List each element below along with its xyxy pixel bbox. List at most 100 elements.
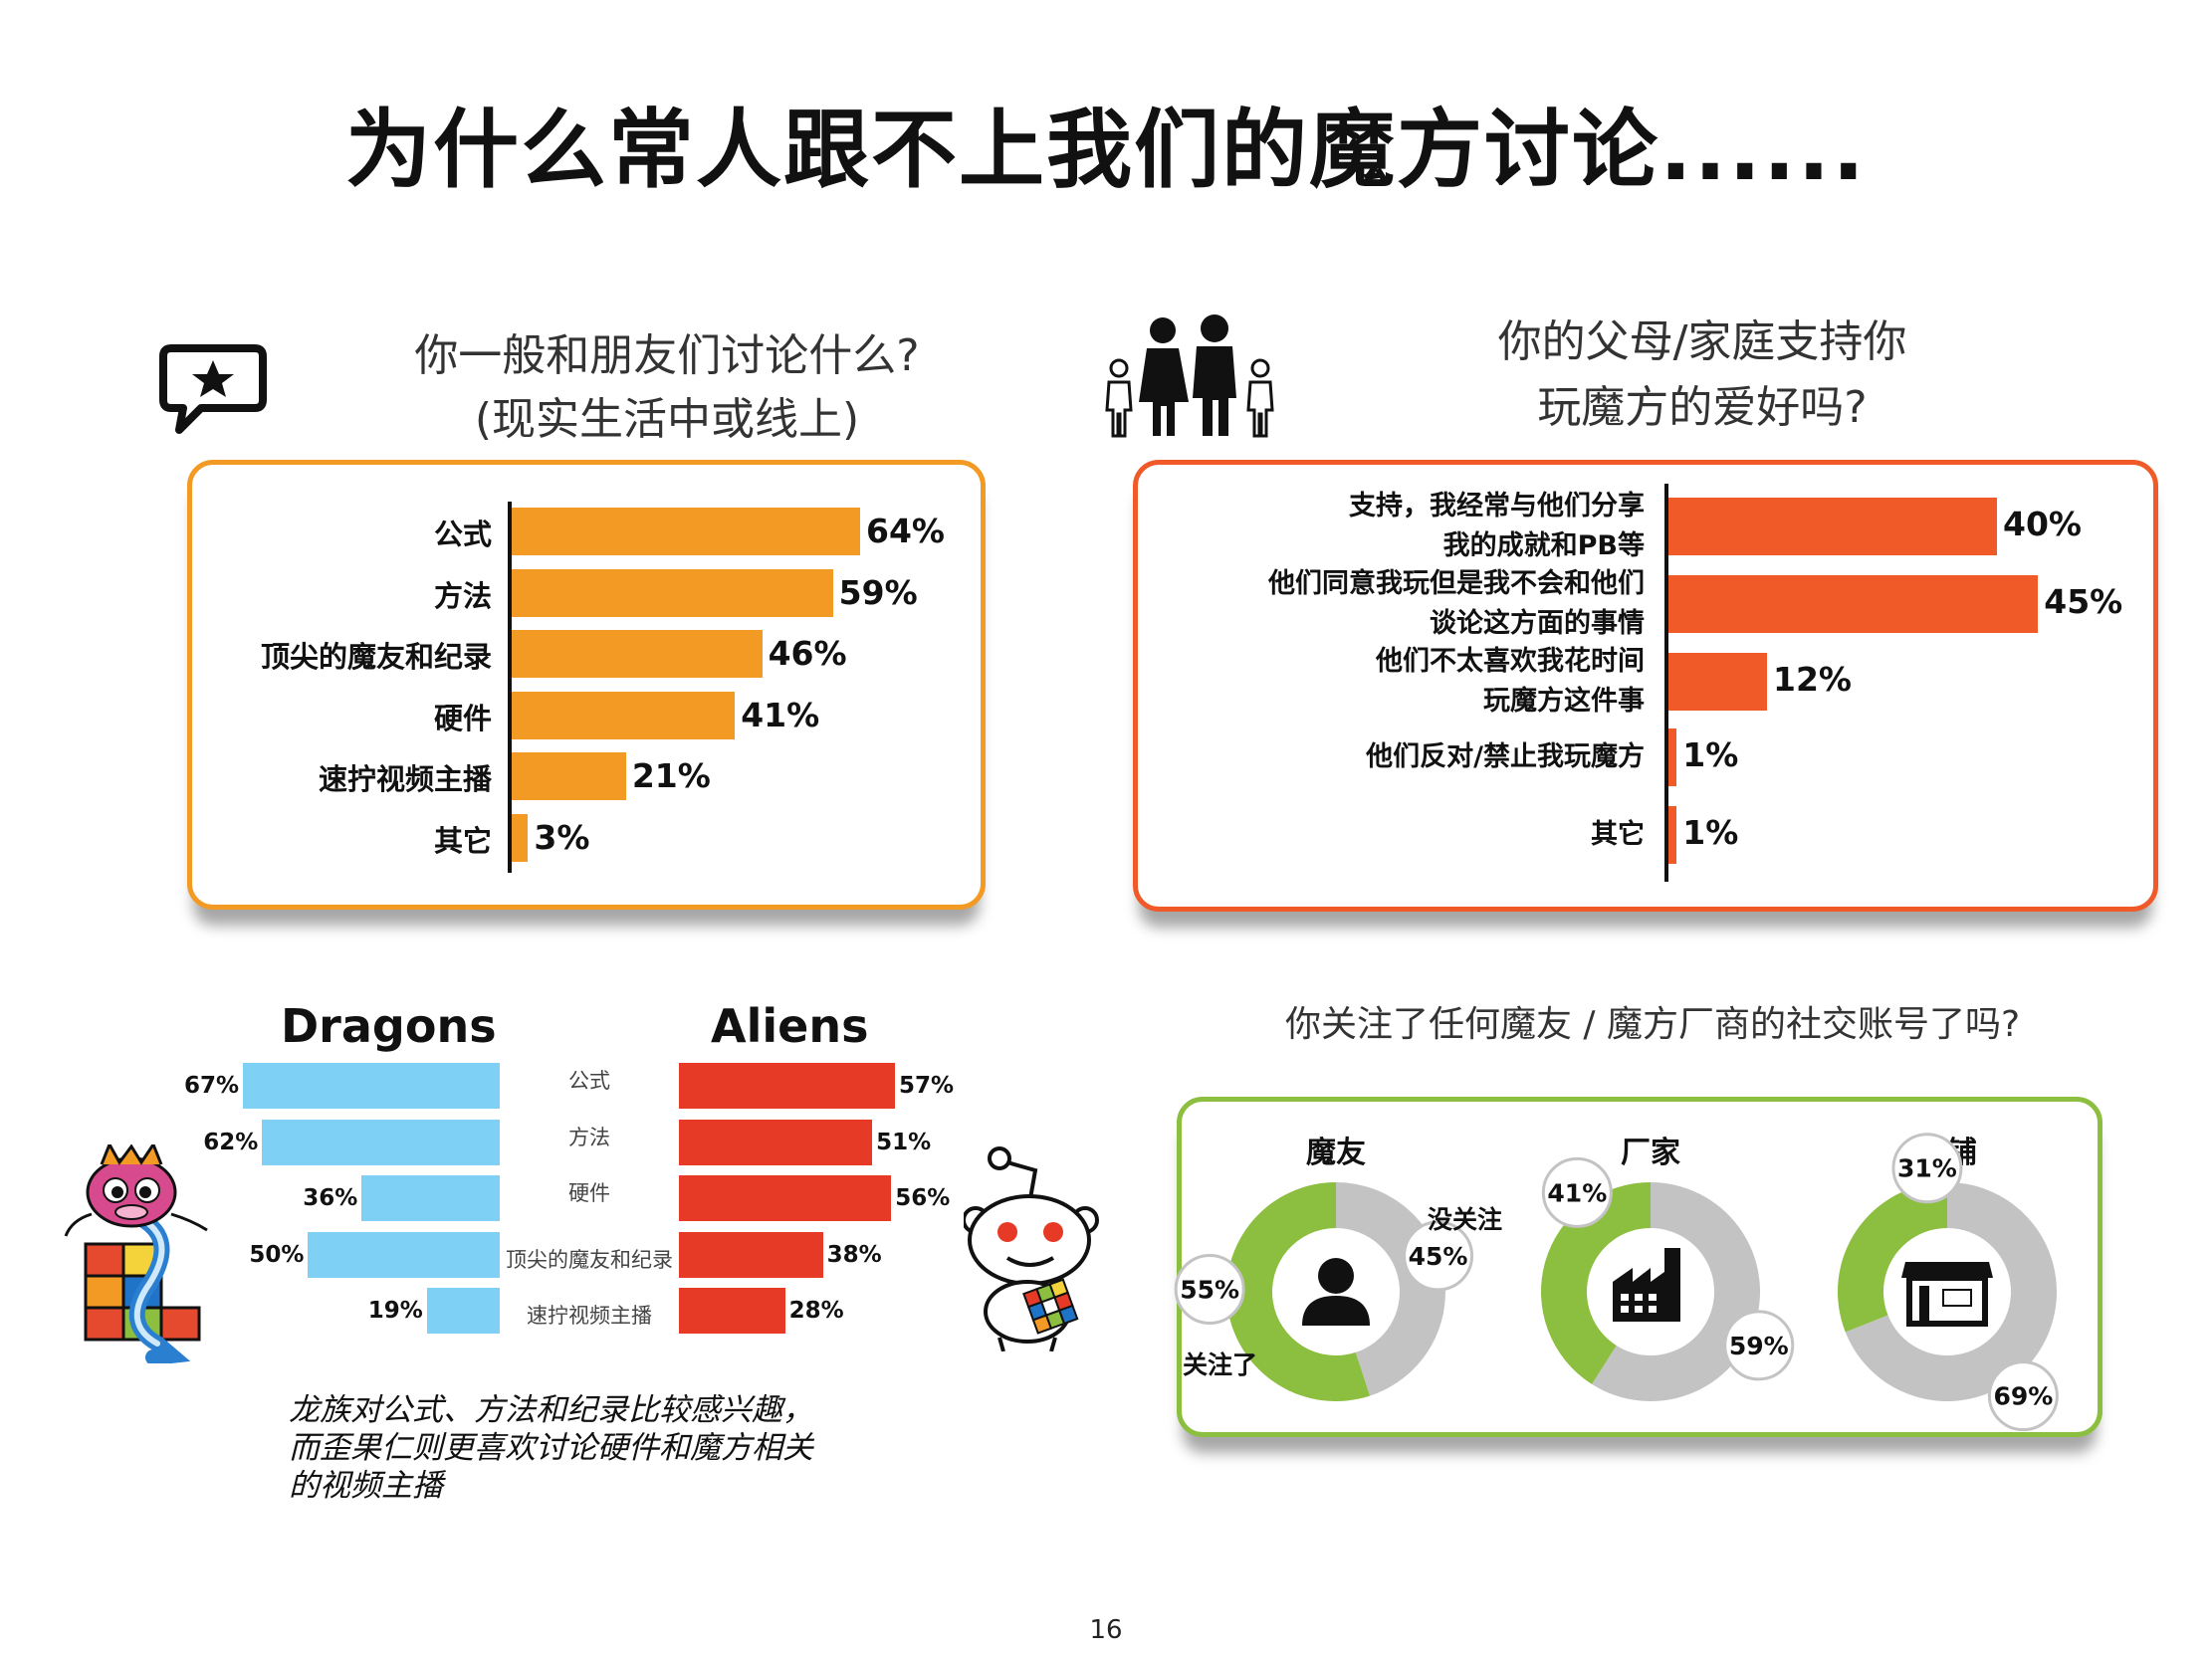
followed-slice [1837,1182,1947,1333]
followed-value-badge [1541,1156,1613,1228]
factory-window [1635,1294,1643,1301]
not-followed-slice [1592,1182,1760,1401]
dragons-bar [243,1063,500,1109]
discuss-bar [512,630,763,678]
compare-category-label: 硬件 [568,1181,610,1205]
followed-label: 关注了 [1183,1350,1258,1379]
family-bar-label-line: 我的成就和PB等 [1442,530,1645,561]
followed-value: 55% [1180,1275,1239,1304]
discuss-bar-label: 公式 [433,518,492,551]
not-followed-value: 69% [1993,1382,2053,1411]
dragons-bar-value: 62% [203,1129,259,1155]
not-followed-slice [1845,1182,2057,1401]
compare-category-label: 速拧视频主播 [527,1304,652,1328]
family-bar-label: 支持，我经常与他们分享 我的成就和PB等 [1175,487,1645,566]
family-bar-label-line: 他们不太喜欢我花时间 [1376,646,1645,677]
dragons-bar-value: 67% [183,1073,239,1099]
reddit-alien-mascot-icon [964,1146,1099,1351]
family-bar-label-line: 谈论这方面的事情 [1430,608,1645,639]
aliens-bar-value: 56% [895,1185,951,1211]
discuss-question-line2: (现实生活中或线上) [474,394,860,445]
aliens-bar-value: 57% [899,1073,955,1099]
followed-value-badge [1174,1253,1245,1325]
family-bar-value: 1% [1682,813,1739,852]
aliens-bar [679,1063,895,1109]
dragons-bar-value: 50% [249,1241,305,1268]
dragons-bar [426,1288,500,1334]
aliens-bar-value: 51% [876,1129,932,1155]
discuss-bar-value: 46% [768,634,847,673]
family-bar-label-line: 他们反对/禁止我玩魔方 [1366,741,1645,772]
family-bar-label: 其它 [1175,815,1645,855]
person-icon [1302,1258,1370,1326]
comparison-note: 龙族对公式、方法和纪录比较感兴趣， 而歪果仁则更喜欢讨论硬件和魔方相关 的视频主… [289,1391,966,1505]
discuss-bar [512,508,860,555]
family-icon [1105,314,1274,438]
comparison-note-line1: 龙族对公式、方法和纪录比较感兴趣， [289,1392,813,1428]
discuss-bar-value: 59% [838,572,918,612]
discuss-question-line1: 你一般和朋友们讨论什么? [414,330,920,381]
factory-window [1621,1294,1629,1301]
discuss-bar-label: 顶尖的魔友和纪录 [260,640,492,674]
factory-window [1635,1306,1643,1313]
person-head [1318,1258,1354,1294]
factory-window [1621,1306,1629,1313]
aliens-bar [679,1288,785,1334]
family-question-line1: 你的父母/家庭支持你 [1497,316,1907,367]
person-body [1302,1296,1370,1326]
family-axis-line [1664,484,1668,882]
family-bar-value: 40% [2003,505,2082,543]
dragons-title: Dragons [281,999,497,1053]
not-followed-value-badge [1723,1310,1795,1381]
aliens-title: Aliens [711,999,869,1053]
compare-category-label: 公式 [568,1069,610,1093]
family-bar-label: 他们反对/禁止我玩魔方 [1175,737,1645,777]
discuss-bar-value: 41% [741,695,820,734]
family-bar-value: 12% [1773,660,1852,699]
discuss-bar [512,568,833,617]
compare-category-label: 顶尖的魔友和纪录 [506,1247,673,1272]
comparison-note-line2: 而歪果仁则更喜欢讨论硬件和魔方相关 [289,1430,813,1466]
donut-title: 厂家 [1621,1136,1680,1170]
aliens-bar [679,1175,892,1221]
family-bar-label-line: 他们同意我玩但是我不会和他们 [1268,568,1645,599]
aliens-bar-value: 38% [826,1241,882,1268]
discuss-bar-label: 方法 [433,578,492,613]
followed-value: 31% [1897,1154,1957,1183]
followed-slice [1540,1182,1651,1384]
family-bar-label: 他们不太喜欢我花时间玩魔方这件事 [1175,642,1645,722]
family-bar-label-line: 其它 [1591,819,1645,850]
store-icon [1901,1262,1993,1278]
factory-window [1649,1294,1657,1301]
not-followed-value: 45% [1409,1242,1468,1271]
dragon-mascot-icon [64,1144,208,1363]
discuss-axis-line [508,502,512,873]
family-bar-label-line: 玩魔方这件事 [1483,686,1645,717]
discuss-bar-label: 硬件 [433,701,492,735]
aliens-bar-value: 28% [788,1298,844,1324]
store-door [1919,1286,1929,1324]
follow-question: 你关注了任何魔友 / 魔方厂商的社交账号了吗? [1284,1004,2021,1045]
not-followed-label: 没关注 [1428,1205,1503,1234]
discuss-bar-value: 3% [534,817,590,857]
dragons-bar-value: 19% [367,1298,423,1324]
dragons-bar-value: 36% [303,1185,358,1211]
comparison-note-line3: 的视频主播 [289,1468,443,1504]
followed-slice [1225,1182,1370,1401]
family-question-line2: 玩魔方的爱好吗? [1537,382,1868,433]
discuss-bar [512,813,529,862]
aliens-bar [679,1231,823,1278]
donut-title: 魔友 [1306,1136,1366,1170]
not-followed-value-badge [1987,1360,2059,1432]
dragons-bar [308,1231,500,1278]
chat-bubble-star-icon [159,344,267,434]
page-number: 16 [1089,1615,1123,1645]
factory-icon [1613,1248,1680,1322]
not-followed-value: 59% [1729,1332,1789,1360]
family-bar [1668,575,2039,633]
family-bar [1668,728,1677,786]
discuss-bar-label: 其它 [433,823,492,858]
family-bar-value: 45% [2044,582,2123,621]
family-bar-label: 他们同意我玩但是我不会和他们谈论这方面的事情 [1175,564,1645,644]
